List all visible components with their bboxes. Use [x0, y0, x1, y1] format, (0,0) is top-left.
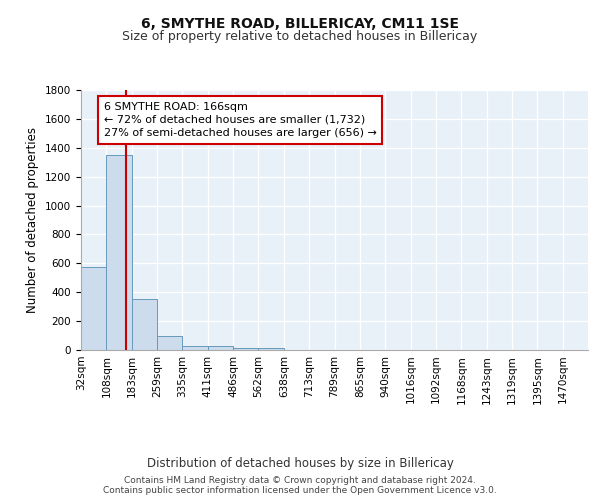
Bar	[131, 300, 157, 350]
Bar	[182, 346, 208, 350]
Text: 6 SMYTHE ROAD: 166sqm
← 72% of detached houses are smaller (1,732)
27% of semi-d: 6 SMYTHE ROAD: 166sqm ← 72% of detached …	[104, 102, 377, 138]
Text: Distribution of detached houses by size in Billericay: Distribution of detached houses by size …	[146, 458, 454, 470]
Y-axis label: Number of detached properties: Number of detached properties	[26, 127, 40, 313]
Text: Contains public sector information licensed under the Open Government Licence v3: Contains public sector information licen…	[103, 486, 497, 495]
Text: Size of property relative to detached houses in Billericay: Size of property relative to detached ho…	[122, 30, 478, 43]
Bar	[233, 348, 259, 350]
Bar	[157, 336, 182, 350]
Bar	[208, 346, 233, 350]
Bar	[106, 155, 131, 350]
Text: Contains HM Land Registry data © Crown copyright and database right 2024.: Contains HM Land Registry data © Crown c…	[124, 476, 476, 485]
Bar	[259, 348, 284, 350]
Text: 6, SMYTHE ROAD, BILLERICAY, CM11 1SE: 6, SMYTHE ROAD, BILLERICAY, CM11 1SE	[141, 18, 459, 32]
Bar	[81, 267, 106, 350]
